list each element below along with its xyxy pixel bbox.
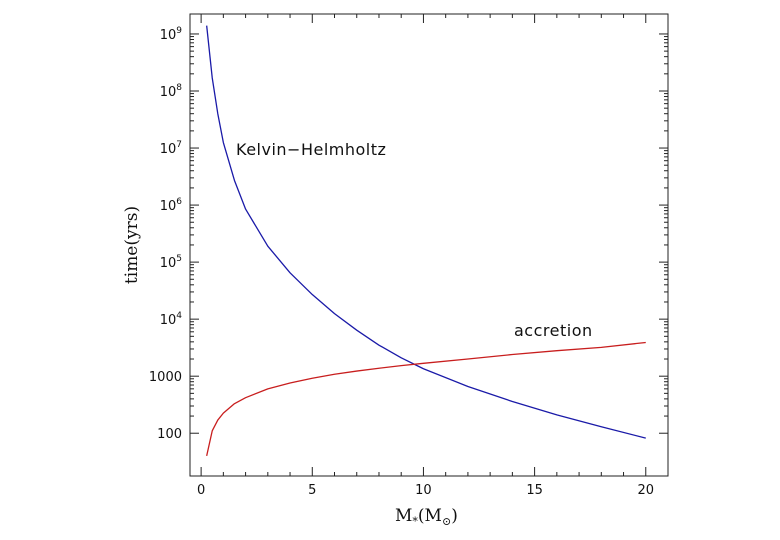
y-tick-base: 10 — [160, 199, 177, 214]
y-tick-base: 10 — [160, 313, 177, 328]
x-tick-label: 10 — [415, 483, 432, 498]
y-tick-exponent: 7 — [176, 140, 182, 150]
y-tick-label: 100 — [157, 427, 182, 442]
y-tick-label: 104 — [160, 311, 183, 328]
y-tick-exponent: 8 — [176, 83, 182, 93]
x-tick-label: 15 — [526, 483, 543, 498]
y-tick-label: 108 — [160, 83, 183, 100]
x-axis-title-star: * — [412, 515, 418, 528]
series-line-accretion — [206, 341, 646, 457]
y-tick-base: 10 — [160, 85, 177, 100]
x-axis-title-m: M — [395, 506, 412, 526]
plot-frame — [189, 13, 669, 477]
x-tick-label: 20 — [637, 483, 654, 498]
y-tick-label: 107 — [160, 140, 182, 157]
series-line-kelvin-helmholtz — [206, 25, 646, 439]
y-tick-exponent: 6 — [176, 197, 182, 207]
x-axis-title: M*(M⊙) — [395, 506, 458, 528]
annotation-kelvin-helmholtz: Kelvin−Helmholtz — [236, 140, 386, 159]
x-axis: 0 5 10 15 20 — [197, 14, 654, 498]
y-axis-title: time(yrs) — [122, 206, 142, 284]
y-tick-label: 1000 — [149, 370, 182, 385]
series-layer — [206, 25, 646, 457]
x-tick-label: 5 — [308, 483, 316, 498]
y-tick-exponent: 9 — [176, 26, 182, 36]
x-axis-title-sun: ⊙ — [442, 515, 451, 528]
y-tick-exponent: 4 — [176, 311, 182, 321]
y-tick-base: 10 — [160, 142, 177, 157]
y-tick-exponent: 5 — [176, 254, 182, 264]
annotation-accretion: accretion — [514, 321, 593, 340]
y-tick-base: 10 — [160, 256, 177, 271]
x-axis-title-close: ) — [451, 506, 458, 526]
y-tick-base: 10 — [160, 28, 177, 43]
x-axis-title-paren: (M — [418, 506, 442, 526]
y-tick-label: 105 — [160, 254, 182, 271]
y-tick-label: 106 — [160, 197, 183, 214]
y-tick-label: 109 — [160, 26, 183, 43]
x-tick-label: 0 — [197, 483, 205, 498]
